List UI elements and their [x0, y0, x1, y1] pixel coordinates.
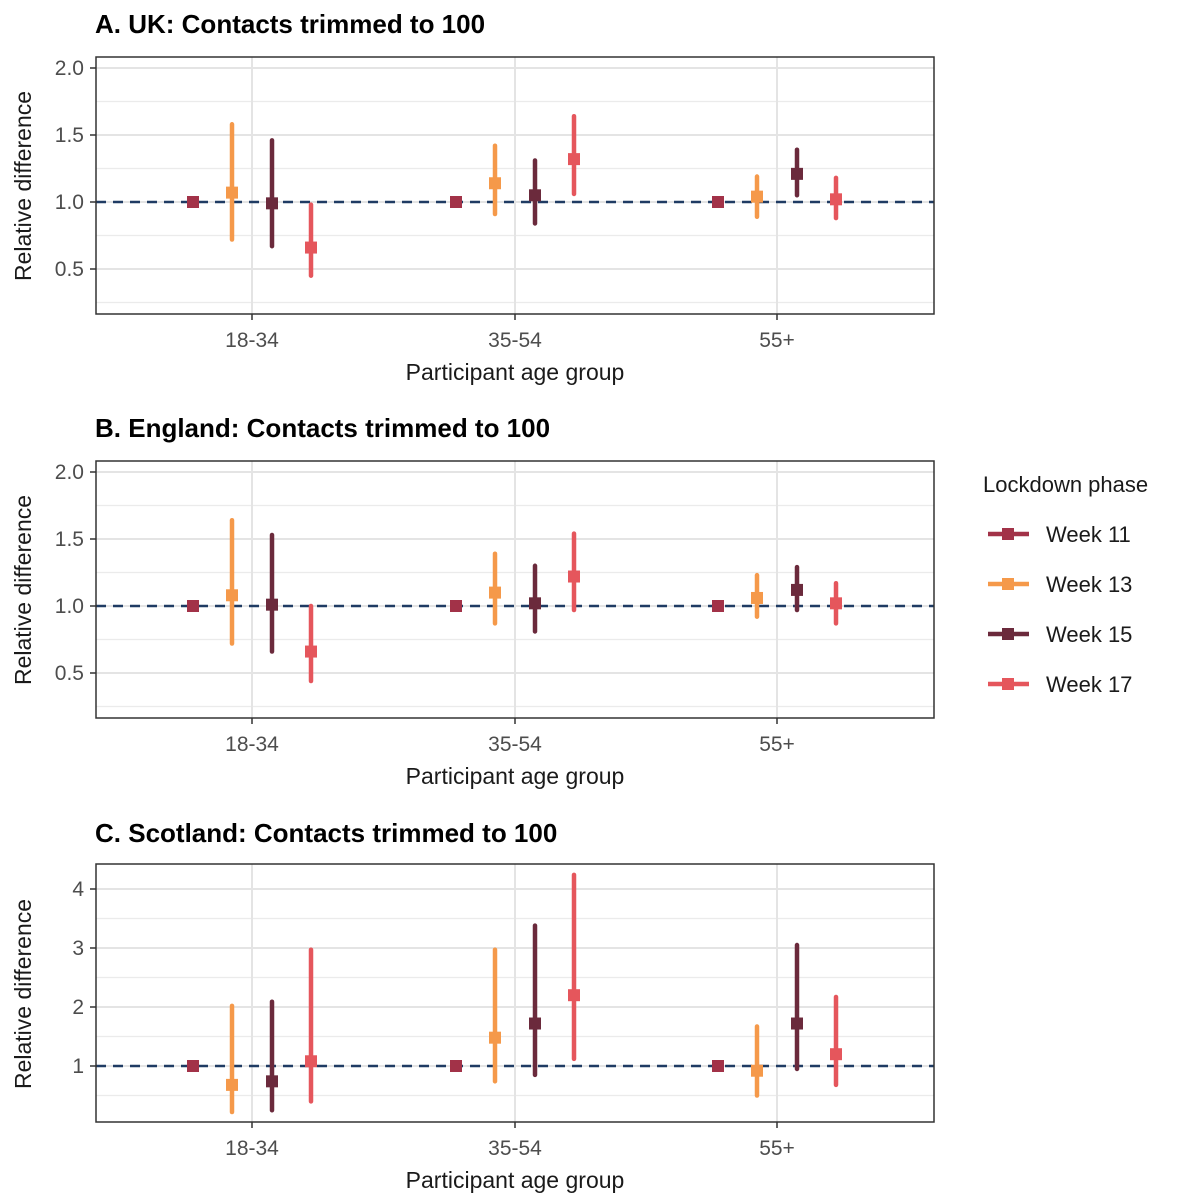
data-point [568, 153, 580, 166]
data-point [712, 196, 724, 208]
data-point [830, 1048, 842, 1061]
data-point [791, 1017, 803, 1030]
x-tick-label: 18-34 [225, 329, 279, 352]
y-tick-label: 1.0 [55, 595, 84, 618]
y-tick-label: 4 [72, 878, 84, 901]
panel-border [95, 460, 935, 719]
data-point [489, 1031, 501, 1044]
data-point [751, 591, 763, 604]
y-axis-label: Relative difference [10, 91, 36, 281]
data-point [568, 570, 580, 583]
data-point [305, 645, 317, 658]
data-point [489, 586, 501, 599]
legend-item: Week 17 [988, 672, 1132, 697]
data-point [830, 597, 842, 610]
data-point [791, 167, 803, 180]
x-tick-label: 35-54 [488, 733, 542, 756]
data-point [226, 186, 238, 199]
data-point [712, 600, 724, 612]
data-point [529, 1017, 541, 1030]
x-tick-label: 18-34 [225, 733, 279, 756]
y-axis-label: Relative difference [10, 495, 36, 685]
y-tick-label: 2.0 [55, 461, 84, 484]
data-point [187, 196, 199, 208]
plot-area: 0.5 1.0 1.5 2.0 18-34 35-54 55+ [55, 460, 935, 756]
data-point [751, 190, 763, 203]
x-tick-label: 35-54 [488, 329, 542, 352]
plot-area: 1 2 3 4 18-34 35-54 55+ [72, 863, 935, 1160]
panel-a: A. UK: Contacts trimmed to 100 0.5 1.0 1.5… [10, 9, 935, 385]
data-point [266, 598, 278, 611]
x-axis-label: Participant age group [406, 1167, 625, 1193]
legend-label: Week 17 [1046, 672, 1132, 697]
panel-title: A. UK: Contacts trimmed to 100 [95, 9, 485, 39]
legend-title: Lockdown phase [983, 472, 1148, 497]
legend-item: Week 15 [988, 622, 1132, 647]
data-point [187, 600, 199, 612]
x-tick-label: 18-34 [225, 1137, 279, 1160]
data-point [266, 1075, 278, 1088]
y-tick-label: 0.5 [55, 258, 84, 281]
legend-items: Week 11 Week 13 Week 15 Week 17 [988, 522, 1132, 697]
data-point [266, 197, 278, 210]
legend-label: Week 11 [1046, 522, 1131, 547]
y-axis-label: Relative difference [10, 899, 36, 1089]
y-tick-label: 1.5 [55, 528, 84, 551]
y-tick-label: 2.0 [55, 57, 84, 80]
x-tick-label: 55+ [759, 733, 795, 756]
panel-title: C. Scotland: Contacts trimmed to 100 [95, 818, 557, 848]
data-point [489, 177, 501, 190]
legend-key-point [1002, 678, 1014, 690]
data-point [450, 196, 462, 208]
data-point [568, 989, 580, 1002]
y-tick-label: 1.0 [55, 191, 84, 214]
panel-c: C. Scotland: Contacts trimmed to 100 1 2 3… [10, 818, 935, 1193]
panel-border [95, 863, 935, 1123]
y-tick-label: 2 [72, 996, 84, 1019]
x-tick-label: 55+ [759, 329, 795, 352]
y-tick-label: 1 [72, 1055, 84, 1078]
plot-area: 0.5 1.0 1.5 2.0 18-34 35-54 55+ [55, 56, 935, 352]
data-point [305, 241, 317, 254]
data-point [226, 1078, 238, 1091]
panel-b: B. England: Contacts trimmed to 100 0.5 1… [10, 413, 935, 789]
panel-border [95, 56, 935, 315]
data-point [450, 1060, 462, 1072]
data-point [830, 193, 842, 206]
y-tick-label: 0.5 [55, 662, 84, 685]
data-point [751, 1064, 763, 1077]
data-point [529, 597, 541, 610]
x-axis-label: Participant age group [406, 763, 625, 789]
data-point [450, 600, 462, 612]
panel-title: B. England: Contacts trimmed to 100 [95, 413, 550, 443]
data-point [226, 589, 238, 602]
legend-key-point [1002, 528, 1014, 540]
data-point [305, 1055, 317, 1068]
legend-label: Week 15 [1046, 622, 1132, 647]
legend-key-point [1002, 628, 1014, 640]
y-tick-label: 1.5 [55, 124, 84, 147]
x-tick-label: 35-54 [488, 1137, 542, 1160]
legend-item: Week 11 [988, 522, 1131, 547]
data-point [187, 1060, 199, 1072]
legend-label: Week 13 [1046, 572, 1132, 597]
data-point [791, 583, 803, 596]
x-tick-label: 55+ [759, 1137, 795, 1160]
data-point [712, 1060, 724, 1072]
data-point [529, 189, 541, 202]
legend-item: Week 13 [988, 572, 1132, 597]
x-axis-label: Participant age group [406, 359, 625, 385]
legend-key-point [1002, 578, 1014, 590]
y-tick-label: 3 [72, 937, 84, 960]
